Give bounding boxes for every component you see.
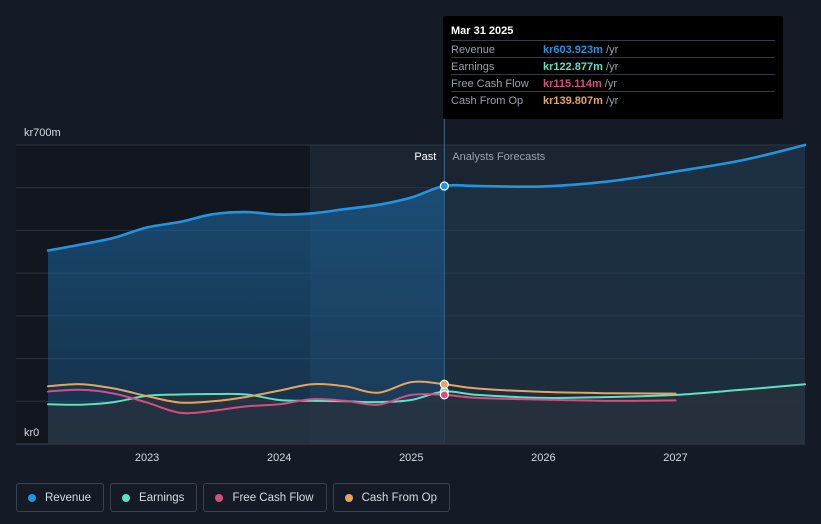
legend-label: Free Cash Flow xyxy=(232,491,314,504)
legend-item-earnings[interactable]: Earnings xyxy=(110,483,198,512)
revenue-area-forecast xyxy=(444,145,805,444)
tooltip-value: kr122.877m /yr xyxy=(543,61,619,73)
tooltip-label: Cash From Op xyxy=(451,95,524,107)
legend-label: Revenue xyxy=(45,491,92,504)
forecast-label: Analysts Forecasts xyxy=(452,151,545,163)
tooltip-label: Free Cash Flow xyxy=(451,78,529,90)
tooltip-label: Revenue xyxy=(451,44,496,56)
tooltip-value: kr115.114m /yr xyxy=(543,78,618,90)
revenue-area-past xyxy=(48,185,445,444)
revenue-line xyxy=(46,143,807,252)
revenue-marker xyxy=(439,181,449,191)
tooltip-label: Earnings xyxy=(451,61,495,73)
cash-from-op-marker xyxy=(439,379,449,389)
x-tick-label: 2026 xyxy=(531,452,555,464)
tooltip-value: kr139.807m /yr xyxy=(543,95,619,107)
legend-label: Earnings xyxy=(139,491,185,504)
free-cash-flow-dot-icon xyxy=(215,493,224,502)
tooltip-row-revenue: Revenue kr603.923m /yr xyxy=(451,40,775,58)
legend-item-free-cash-flow[interactable]: Free Cash Flow xyxy=(203,483,327,512)
x-tick-label: 2024 xyxy=(267,452,291,464)
tooltip-date: Mar 31 2025 xyxy=(451,25,514,37)
tooltip-row-free-cash-flow: Free Cash Flow kr115.114m /yr xyxy=(451,74,775,92)
cash-from-op-dot-icon xyxy=(344,493,353,502)
legend-label: Cash From Op xyxy=(361,491,438,504)
revenue-dot-icon xyxy=(28,493,36,502)
legend-item-revenue[interactable]: Revenue xyxy=(16,483,105,512)
x-tick-label: 2027 xyxy=(663,452,687,464)
free-cash-flow-marker xyxy=(439,390,449,400)
legend-item-cash-from-op[interactable]: Cash From Op xyxy=(332,483,451,512)
y-axis-bottom-label: kr0 xyxy=(24,427,39,439)
cash-from-op-line xyxy=(47,380,677,404)
x-tick-label: 2025 xyxy=(399,452,423,464)
tooltip-row-cash-from-op: Cash From Op kr139.807m /yr xyxy=(451,91,775,109)
earnings-dot-icon xyxy=(122,493,131,502)
x-tick-label: 2023 xyxy=(135,452,159,464)
chart-legend: Revenue Earnings Free Cash Flow Cash Fro… xyxy=(16,483,451,512)
free-cash-flow-line xyxy=(47,388,677,415)
past-label: Past xyxy=(414,151,436,163)
tooltip-row-earnings: Earnings kr122.877m /yr xyxy=(451,57,775,75)
tooltip-value: kr603.923m /yr xyxy=(543,44,619,56)
tooltip-panel: Mar 31 2025 Revenue kr603.923m /yr Earni… xyxy=(443,16,783,119)
y-axis-top-label: kr700m xyxy=(24,127,61,139)
